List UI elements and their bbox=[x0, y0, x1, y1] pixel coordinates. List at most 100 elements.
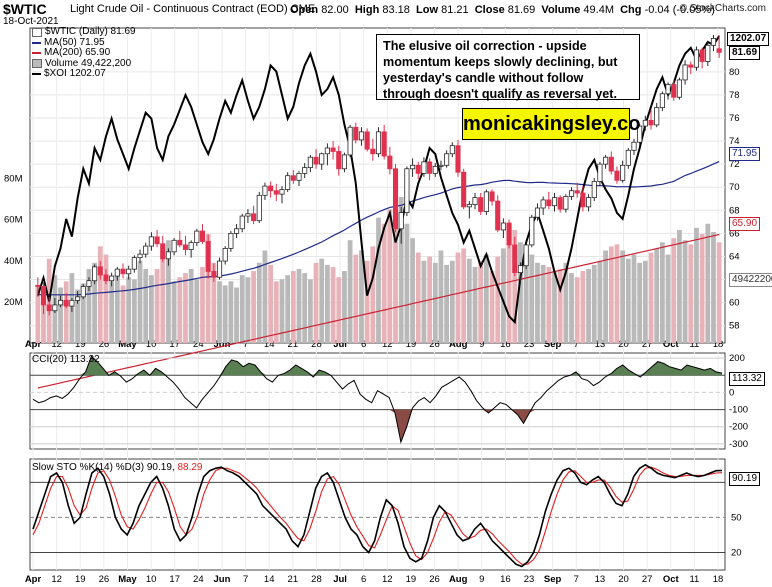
x-tick-label-top: 13 bbox=[595, 339, 606, 350]
x-tick-label-top: 7 bbox=[243, 339, 248, 350]
candle-body bbox=[279, 189, 285, 195]
volume-bar bbox=[682, 240, 688, 343]
legend-xoi-label: $XOI 1202.07 bbox=[44, 68, 106, 79]
volume-bar bbox=[631, 254, 637, 343]
volume-bar bbox=[370, 246, 376, 343]
cci-tick-label: 0 bbox=[729, 387, 734, 398]
candle-body bbox=[693, 49, 700, 68]
candle-body bbox=[341, 154, 347, 170]
x-tick-label-bottom: 16 bbox=[500, 574, 511, 585]
x-tick-label-top: Oct bbox=[663, 339, 680, 350]
price-tick-label: 58 bbox=[729, 321, 740, 332]
volume-bar bbox=[131, 279, 137, 343]
sto-tick-label: 50 bbox=[731, 512, 742, 523]
legend-main-label: $WTIC (Daily) 81.69 bbox=[45, 26, 136, 37]
volume-bar bbox=[563, 262, 569, 343]
price-tick-label: 60 bbox=[729, 298, 740, 309]
legend-ma50: MA(50) 71.95 bbox=[32, 37, 136, 49]
volume-bar bbox=[580, 271, 586, 343]
volume-bar bbox=[597, 260, 603, 343]
legend-ma200-label: MA(200) 65.90 bbox=[44, 47, 111, 58]
volume-bar bbox=[455, 252, 461, 343]
volume-bar bbox=[58, 287, 63, 343]
x-tick-label-top: 9 bbox=[479, 339, 484, 350]
volume-bar bbox=[183, 273, 188, 343]
cci-tick-label: -300 bbox=[729, 439, 748, 450]
volume-bar bbox=[637, 262, 643, 343]
candle-body bbox=[194, 230, 200, 244]
x-tick-label-bottom: 26 bbox=[429, 574, 440, 585]
cci-panel-frame bbox=[29, 352, 726, 450]
candle-body bbox=[262, 185, 268, 196]
candle-body bbox=[398, 212, 404, 230]
instrument-desc: Light Crude Oil - Continuous Contract (E… bbox=[70, 3, 288, 15]
price-tick-label: 74 bbox=[729, 136, 740, 147]
candle-body bbox=[75, 296, 81, 301]
x-tick-label-bottom: 9 bbox=[479, 574, 484, 585]
candle-body bbox=[699, 49, 705, 62]
candle-body bbox=[659, 93, 665, 109]
volume-bar bbox=[279, 279, 285, 343]
x-tick-label-bottom: Jul bbox=[333, 574, 347, 585]
candle-body bbox=[716, 48, 722, 53]
volume-bar bbox=[319, 258, 325, 343]
sto-legend: Slow STO %K(14) %D(3) 90.19, 88.29 bbox=[32, 462, 203, 473]
open-value: 82.00 bbox=[321, 4, 349, 16]
candle-body bbox=[302, 167, 308, 174]
candle-body bbox=[256, 194, 262, 222]
x-tick-label-top: 16 bbox=[500, 339, 511, 350]
candle-body bbox=[614, 170, 620, 181]
ma50-price-tag: 71.95 bbox=[729, 147, 761, 161]
cci-legend-label: CCI(20) bbox=[32, 354, 68, 365]
volume-bar bbox=[228, 281, 234, 343]
ma50-line bbox=[37, 161, 720, 296]
price-tick-label: 66 bbox=[729, 228, 740, 239]
candle-body bbox=[597, 163, 603, 182]
x-tick-label-top: Aug bbox=[449, 339, 468, 350]
candle-body bbox=[500, 222, 506, 231]
stockcharts-brand: © StockCharts.com bbox=[679, 3, 766, 14]
candle-body bbox=[472, 197, 478, 205]
volume-bar bbox=[307, 279, 313, 343]
volume-bar bbox=[251, 271, 256, 343]
candle-body bbox=[495, 200, 501, 231]
volume-bar bbox=[296, 268, 302, 343]
volume-bar bbox=[699, 234, 705, 343]
volume-bar bbox=[86, 268, 92, 343]
volume-bar bbox=[535, 262, 540, 343]
x-tick-label-bottom: 17 bbox=[169, 574, 180, 585]
chg-label: Chg bbox=[620, 4, 642, 16]
candle-body bbox=[57, 299, 64, 306]
sto-tick-label: 20 bbox=[731, 547, 742, 558]
cci-legend: CCI(20) 113.32 bbox=[32, 354, 100, 365]
x-tick-label-bottom: 27 bbox=[642, 574, 653, 585]
x-tick-label-top: 19 bbox=[75, 339, 86, 350]
sto-d-line bbox=[32, 466, 723, 565]
candle-body bbox=[35, 284, 41, 287]
x-tick-label-top: 6 bbox=[361, 339, 366, 350]
x-tick-label-bottom: Jun bbox=[214, 574, 231, 585]
x-tick-label-top: Jul bbox=[333, 339, 347, 350]
x-tick-label-top: 24 bbox=[193, 339, 204, 350]
volume-bar bbox=[518, 242, 523, 343]
sto-legend-k: 90.19 bbox=[146, 462, 172, 473]
ohlc-readout: Open 82.00 High 83.18 Low 81.21 Close 81… bbox=[290, 4, 715, 16]
candle-body bbox=[222, 247, 228, 262]
volume-bar bbox=[103, 254, 109, 343]
x-tick-label-top: 17 bbox=[169, 339, 180, 350]
volume-bar bbox=[665, 254, 671, 343]
volume-bar bbox=[381, 223, 387, 343]
volume-bar bbox=[205, 234, 211, 343]
candle-body bbox=[273, 190, 279, 195]
x-tick-label-top: May bbox=[118, 339, 137, 350]
x-tick-label-bottom: 23 bbox=[524, 574, 535, 585]
candle-body bbox=[143, 245, 149, 255]
volume-bar bbox=[126, 277, 132, 343]
x-tick-label-bottom: 7 bbox=[574, 574, 579, 585]
candle-body bbox=[591, 181, 597, 199]
candle-body bbox=[120, 268, 126, 275]
low-value: 81.21 bbox=[441, 4, 469, 16]
volume-bar bbox=[591, 264, 597, 343]
ma50-swatch bbox=[32, 41, 41, 44]
candle-body bbox=[603, 156, 609, 165]
